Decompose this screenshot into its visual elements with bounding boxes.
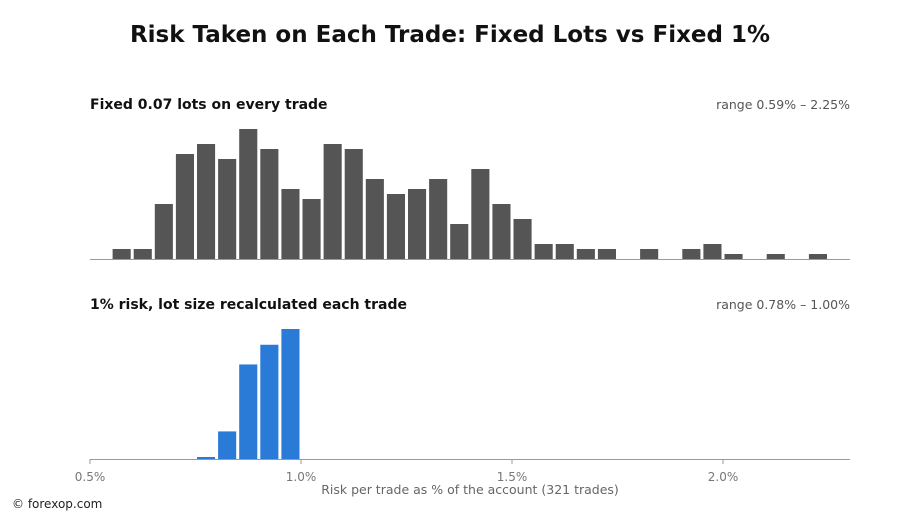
panel-title: 1% risk, lot size recalculated each trad… bbox=[90, 297, 407, 313]
chart-title: Risk Taken on Each Trade: Fixed Lots vs … bbox=[130, 22, 770, 48]
histogram-bar bbox=[534, 244, 553, 259]
histogram-bar bbox=[640, 249, 659, 259]
histogram-bar bbox=[239, 364, 258, 459]
histogram-bar bbox=[365, 179, 384, 259]
histogram-bar bbox=[260, 344, 279, 459]
histogram-bar bbox=[281, 329, 300, 459]
panel-range-label: range 0.78% – 1.00% bbox=[716, 297, 850, 312]
histogram-bar bbox=[703, 244, 722, 259]
histogram-bar bbox=[808, 254, 827, 259]
histogram-bar bbox=[260, 149, 279, 259]
histogram-bar bbox=[344, 149, 363, 259]
histogram-bar bbox=[302, 199, 321, 259]
histogram-bar bbox=[597, 249, 616, 259]
histogram-bar bbox=[492, 204, 511, 259]
panel-title: Fixed 0.07 lots on every trade bbox=[90, 97, 328, 113]
panel-fixed-percent: 1% risk, lot size recalculated each trad… bbox=[90, 297, 850, 460]
credit-text: © forexop.com bbox=[12, 497, 102, 511]
histogram-bar bbox=[197, 144, 216, 259]
histogram-bar bbox=[281, 189, 300, 259]
histogram-bar bbox=[323, 144, 342, 259]
x-axis-label: Risk per trade as % of the account (321 … bbox=[321, 482, 619, 497]
x-tick-label: 1.5% bbox=[497, 470, 528, 484]
histogram-bar bbox=[429, 179, 448, 259]
histogram-bar bbox=[766, 254, 785, 259]
histogram-bar bbox=[555, 244, 574, 259]
x-tick-label: 0.5% bbox=[75, 470, 106, 484]
histogram-bar bbox=[218, 431, 237, 459]
histogram-bar bbox=[239, 129, 258, 259]
histogram-bar bbox=[197, 457, 216, 459]
histogram-bar bbox=[513, 219, 532, 259]
histogram-bar bbox=[576, 249, 595, 259]
histogram-bar bbox=[471, 169, 490, 259]
panel-range-label: range 0.59% – 2.25% bbox=[716, 97, 850, 112]
histogram-bar bbox=[408, 189, 427, 259]
histogram-bar bbox=[682, 249, 701, 259]
histogram-bar bbox=[133, 249, 152, 259]
histogram-bar bbox=[154, 204, 173, 259]
histogram-bar bbox=[450, 224, 469, 259]
histogram-bar bbox=[724, 254, 743, 259]
histogram-bar bbox=[218, 159, 237, 259]
x-tick-label: 2.0% bbox=[708, 470, 739, 484]
x-axis: 0.5% 1.0% 1.5% 2.0% bbox=[75, 459, 739, 484]
histogram-bar bbox=[175, 154, 194, 259]
panel-fixed-lots: Fixed 0.07 lots on every trade range 0.59… bbox=[90, 97, 850, 260]
x-tick-label: 1.0% bbox=[286, 470, 317, 484]
histogram-bar bbox=[386, 194, 405, 259]
histogram-bar bbox=[112, 249, 131, 259]
